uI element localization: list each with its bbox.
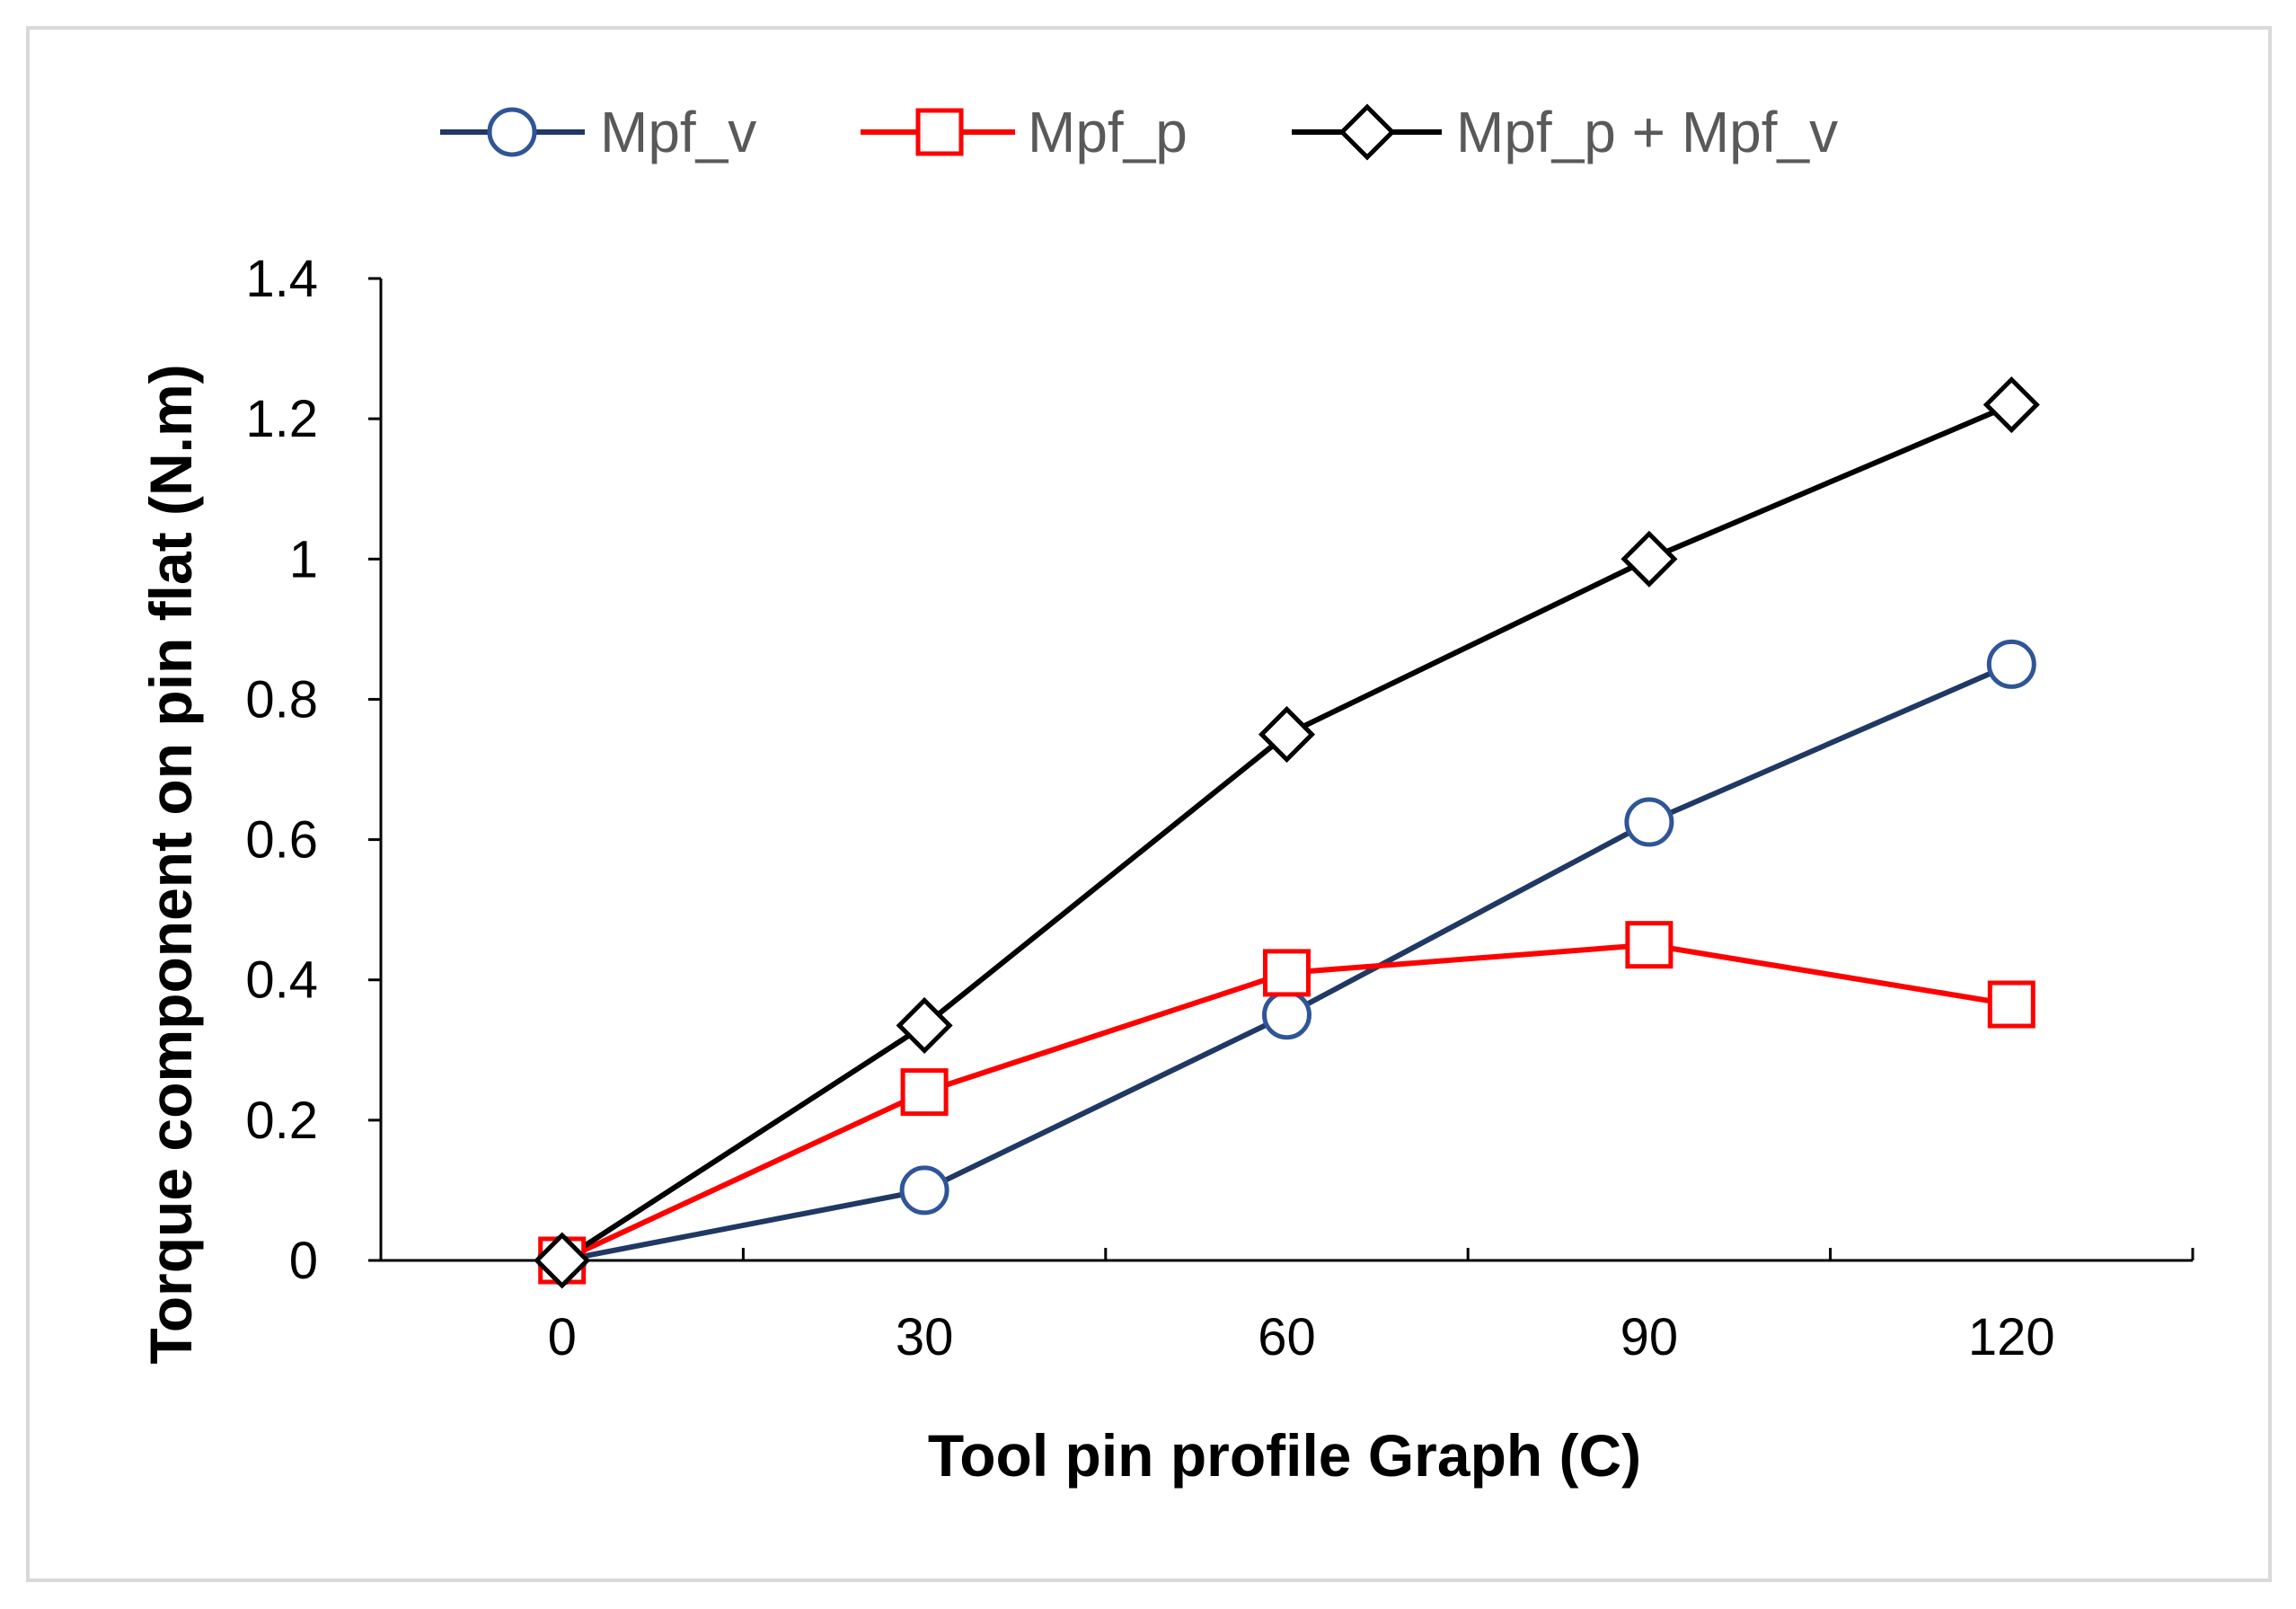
data-point xyxy=(1987,980,2035,1029)
x-tick-label: 0 xyxy=(548,1308,577,1366)
legend-marker-shape xyxy=(915,108,964,156)
legend-label-mpf-sum: Mpf_p + Mpf_v xyxy=(1456,100,1838,164)
data-point xyxy=(899,1165,949,1216)
x-tick-label: 60 xyxy=(1258,1308,1316,1366)
chart-frame xyxy=(26,26,2272,1582)
y-tick-label: 0.8 xyxy=(245,670,318,729)
legend-label-mpf-p: Mpf_p xyxy=(1028,100,1188,164)
series-line xyxy=(561,402,2013,1263)
legend-label-mpf-v: Mpf_v xyxy=(600,100,756,164)
legend-marker-shape xyxy=(1338,103,1396,161)
legend: Mpf_v Mpf_p Mpf_p + Mpf_v xyxy=(440,100,1838,164)
markers-mpf-p-mpf-v xyxy=(534,376,2040,1289)
series-mpf-p-mpf-v xyxy=(561,402,2013,1263)
data-point xyxy=(1263,949,1311,997)
x-tick-label: 120 xyxy=(1968,1308,2055,1366)
y-tick-label: 1.2 xyxy=(245,390,318,448)
series-layer xyxy=(534,376,2040,1289)
legend-marker-shape xyxy=(487,107,537,157)
data-point xyxy=(1986,639,2036,689)
legend-item-mpf-sum: Mpf_p + Mpf_v xyxy=(1292,100,1838,164)
x-tick-label: 30 xyxy=(896,1308,954,1366)
data-point xyxy=(1624,797,1674,847)
legend-marker-mpf-sum xyxy=(1338,103,1396,161)
markers-mpf-p xyxy=(538,921,2035,1285)
data-point xyxy=(900,1068,949,1117)
y-axis-title: Torque component on pin flat (N.m) xyxy=(137,364,204,1364)
data-point xyxy=(1983,376,2040,434)
data-point xyxy=(1262,990,1311,1040)
legend-item-mpf-p: Mpf_p xyxy=(861,100,1188,164)
legend-item-mpf-v: Mpf_v xyxy=(440,100,756,164)
legend-marker-mpf-v xyxy=(487,107,537,157)
data-point xyxy=(534,1232,591,1289)
x-axis-title: Tool pin profile Graph (C) xyxy=(928,1422,1641,1489)
data-point xyxy=(1258,705,1316,763)
data-point xyxy=(896,996,953,1054)
legend-marker-mpf-p xyxy=(915,108,964,156)
data-point xyxy=(1620,530,1678,588)
y-tick-label: 0 xyxy=(289,1232,318,1290)
y-tick-label: 0.6 xyxy=(245,811,318,870)
y-tick-label: 0.4 xyxy=(245,951,318,1010)
y-tick-label: 1 xyxy=(289,530,318,588)
data-point xyxy=(1625,921,1673,969)
axes: 0 0.2 0.4 0.6 0.8 1 1.2 1.4 0 30 60 90 120 xyxy=(245,250,2194,1366)
x-tick-label: 90 xyxy=(1620,1308,1679,1366)
y-tick-label: 0.2 xyxy=(245,1092,318,1150)
y-tick-label: 1.4 xyxy=(245,250,318,308)
